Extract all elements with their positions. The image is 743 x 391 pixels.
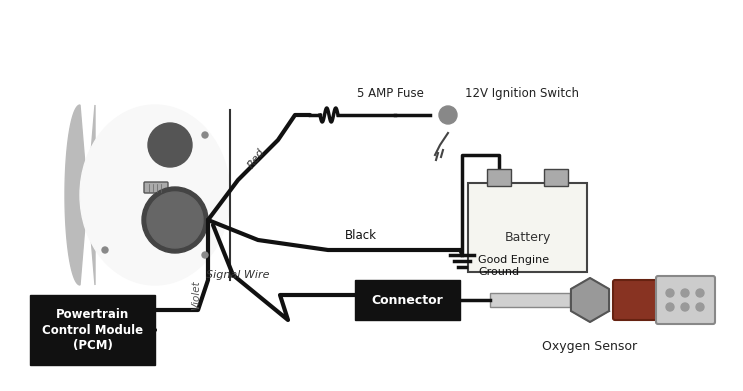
FancyBboxPatch shape: [544, 169, 568, 186]
FancyBboxPatch shape: [487, 169, 511, 186]
Circle shape: [147, 192, 203, 248]
Circle shape: [696, 289, 704, 297]
Circle shape: [202, 252, 208, 258]
FancyBboxPatch shape: [30, 295, 155, 365]
Text: Oxygen Sensor: Oxygen Sensor: [542, 340, 637, 353]
Text: 12V Ignition Switch: 12V Ignition Switch: [465, 87, 579, 100]
Text: Signal Wire: Signal Wire: [207, 270, 270, 280]
Circle shape: [202, 132, 208, 138]
FancyBboxPatch shape: [468, 183, 587, 272]
Circle shape: [142, 187, 208, 253]
FancyBboxPatch shape: [490, 293, 570, 307]
Circle shape: [102, 247, 108, 253]
FancyBboxPatch shape: [355, 280, 460, 320]
Text: Battery: Battery: [504, 231, 551, 244]
Ellipse shape: [80, 105, 230, 285]
Text: Powertrain
Control Module
(PCM): Powertrain Control Module (PCM): [42, 308, 143, 352]
Circle shape: [681, 289, 689, 297]
FancyBboxPatch shape: [144, 182, 168, 193]
Polygon shape: [571, 278, 609, 322]
Polygon shape: [65, 105, 95, 285]
Circle shape: [681, 303, 689, 311]
Circle shape: [666, 289, 674, 297]
Text: Black: Black: [345, 229, 377, 242]
Circle shape: [439, 106, 457, 124]
Circle shape: [666, 303, 674, 311]
Circle shape: [696, 303, 704, 311]
Text: 5 AMP Fuse: 5 AMP Fuse: [357, 87, 424, 100]
Text: Connector: Connector: [372, 294, 444, 307]
Text: Red: Red: [246, 146, 266, 170]
Text: Violet: Violet: [191, 280, 201, 310]
Circle shape: [148, 123, 192, 167]
Text: Good Engine
Ground: Good Engine Ground: [478, 255, 549, 276]
FancyBboxPatch shape: [144, 209, 168, 220]
FancyBboxPatch shape: [656, 276, 715, 324]
FancyBboxPatch shape: [613, 280, 657, 320]
